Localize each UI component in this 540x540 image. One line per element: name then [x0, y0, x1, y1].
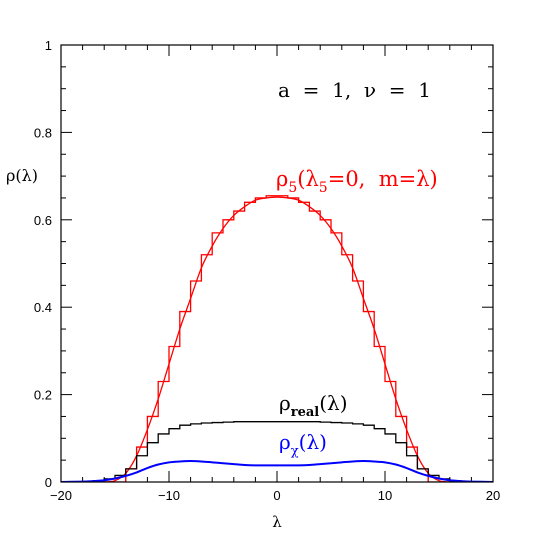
- y-axis-label-text: ρ(λ): [6, 166, 38, 185]
- series-line-3: [61, 460, 493, 482]
- rhoreal-main: ρ: [279, 391, 291, 415]
- rhochi-sub: χ: [291, 444, 299, 459]
- parameter-annotation: a = 1, ν = 1: [278, 78, 431, 102]
- x-tick-label: 0: [273, 488, 280, 503]
- x-tick-label: −10: [158, 488, 180, 503]
- rho5-sub: 5: [288, 180, 297, 196]
- rho5-main: ρ: [276, 167, 288, 191]
- legend-label-rhoreal: ρreal(λ): [279, 391, 348, 420]
- series-line-1: [61, 195, 493, 482]
- x-tick-labels: −20 −10 0 10 20: [50, 488, 500, 503]
- y-axis-label: ρ(λ): [6, 166, 38, 185]
- series-layer: [61, 195, 493, 482]
- y-tick-labels: 0 0.2 0.4 0.6 0.8 1: [34, 38, 52, 490]
- x-tick-label: 20: [486, 488, 500, 503]
- rho5-sub2: 5: [319, 180, 328, 196]
- y-tick-label: 0: [45, 475, 52, 490]
- legend-label-rho5: ρ5(λ5=0, m=λ): [276, 167, 438, 196]
- series-line-0: [104, 196, 450, 482]
- y-tick-label: 1: [45, 38, 52, 53]
- tick-marks: [60, 44, 494, 483]
- rhochi-main: ρ: [279, 430, 291, 454]
- rho5-rest: (λ: [297, 167, 319, 191]
- series-line-2: [61, 421, 493, 482]
- rhoreal-end: (λ): [319, 391, 347, 415]
- y-tick-label: 0.2: [34, 388, 52, 403]
- rho5-end: =0, m=λ): [328, 167, 438, 191]
- legend-label-rhochi: ρχ(λ): [279, 430, 327, 459]
- x-axis-label: λ: [272, 513, 282, 531]
- y-tick-label: 0.8: [34, 125, 52, 140]
- rhochi-end: (λ): [299, 430, 327, 454]
- plot-frame: [60, 44, 494, 483]
- y-tick-label: 0.4: [34, 300, 52, 315]
- x-tick-label: 10: [378, 488, 392, 503]
- svg-text:ρ(λ): ρ(λ): [6, 166, 38, 185]
- y-tick-label: 0.6: [34, 213, 52, 228]
- x-tick-label: −20: [50, 488, 72, 503]
- rhoreal-sub: real: [291, 405, 320, 420]
